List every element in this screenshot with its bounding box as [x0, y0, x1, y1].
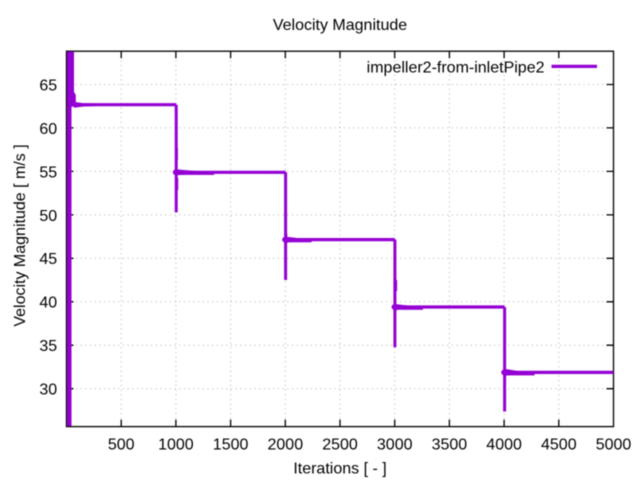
svg-text:Velocity Magnitude: Velocity Magnitude: [273, 17, 407, 34]
svg-text:4000: 4000: [486, 436, 522, 453]
svg-text:Velocity Magnitude [ m/s ]: Velocity Magnitude [ m/s ]: [12, 144, 29, 326]
svg-text:65: 65: [39, 77, 57, 94]
svg-text:35: 35: [39, 338, 57, 355]
svg-text:1500: 1500: [213, 436, 249, 453]
svg-text:Iterations [ - ]: Iterations [ - ]: [293, 461, 386, 478]
svg-text:3500: 3500: [432, 436, 468, 453]
svg-text:55: 55: [39, 164, 57, 181]
svg-text:30: 30: [39, 382, 57, 399]
svg-text:4500: 4500: [541, 436, 577, 453]
svg-text:5000: 5000: [596, 436, 632, 453]
svg-text:45: 45: [39, 251, 57, 268]
svg-text:60: 60: [39, 121, 57, 138]
svg-text:3000: 3000: [377, 436, 413, 453]
svg-text:40: 40: [39, 295, 57, 312]
svg-text:500: 500: [108, 436, 135, 453]
svg-text:2500: 2500: [322, 436, 358, 453]
svg-text:2000: 2000: [268, 436, 304, 453]
svg-text:1000: 1000: [158, 436, 194, 453]
svg-text:50: 50: [39, 208, 57, 225]
svg-text:impeller2-from-inletPipe2: impeller2-from-inletPipe2: [367, 59, 545, 76]
